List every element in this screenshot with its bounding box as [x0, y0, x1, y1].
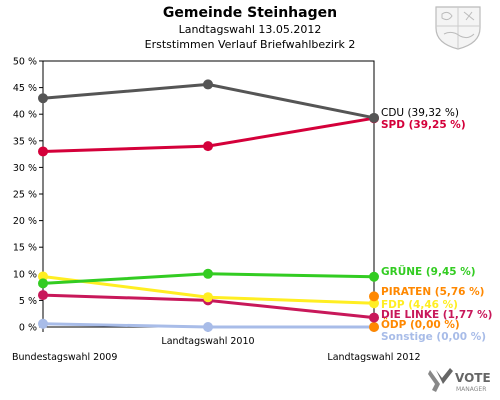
y-tick-label: 0 % — [19, 323, 37, 334]
data-point — [38, 93, 48, 104]
y-tick-label: 5 % — [19, 296, 37, 307]
logo-text-manager: MANAGER — [456, 386, 486, 393]
y-axis: 0 % 5 % 10 % 15 % 20 % 25 % 30 % 35 % 40 % 45 % 50… — [13, 57, 43, 334]
x-axis: Bundestagswahl 2009 Landtagswahl 2010 Land… — [12, 327, 421, 363]
series-label: Sonstige (0,00 %) — [381, 331, 486, 343]
vote-manager-logo: VOTE MANAGER — [428, 368, 491, 393]
chart-subtitle: Landtagswahl 13.05.2012 — [178, 23, 322, 36]
data-point — [369, 271, 379, 282]
y-tick-label: 45 % — [13, 83, 37, 94]
data-point — [203, 141, 213, 152]
plot-area — [42, 60, 375, 328]
series-label: ÖDP (0,00 %) — [381, 317, 460, 331]
data-point — [38, 146, 48, 157]
series-label: SPD (39,25 %) — [381, 119, 466, 131]
y-tick-label: 20 % — [13, 216, 37, 227]
x-tick-label: Landtagswahl 2010 — [161, 336, 254, 347]
data-point — [38, 290, 48, 301]
y-tick-label: 10 % — [13, 269, 37, 280]
series-label: CDU (39,32 %) — [381, 107, 459, 119]
data-point — [369, 112, 379, 123]
data-point — [369, 322, 379, 332]
data-point — [203, 322, 213, 332]
series-label: FDP (4,46 %) — [381, 299, 458, 311]
series-label: GRÜNE (9,45 %) — [381, 264, 476, 278]
data-point — [369, 291, 379, 302]
data-point — [38, 278, 48, 289]
series-points — [38, 79, 379, 332]
data-point — [38, 271, 48, 282]
series-label: DIE LINKE (1,77 %) — [381, 309, 492, 321]
x-tick-label: Landtagswahl 2012 — [327, 352, 420, 363]
y-tick-label: 15 % — [13, 243, 37, 254]
y-tick-label: 50 % — [13, 57, 37, 68]
y-tick-label: 25 % — [13, 190, 37, 201]
data-point — [203, 268, 213, 279]
logo-text-vote: VOTE — [455, 371, 491, 385]
y-tick-label: 35 % — [13, 136, 37, 147]
data-point — [369, 298, 379, 309]
data-point — [203, 292, 213, 303]
series-labels: CDU (39,32 %)SPD (39,25 %) GRÜNE (9,45 %)… — [381, 107, 492, 343]
y-tick-label: 30 % — [13, 163, 37, 174]
coat-of-arms-icon — [435, 6, 481, 50]
y-tick-label: 40 % — [13, 110, 37, 121]
chart-subtitle-2: Erststimmen Verlauf Briefwahlbezirk 2 — [144, 38, 356, 51]
series-label: PIRATEN (5,76 %) — [381, 286, 484, 298]
data-point — [203, 79, 213, 90]
chart-title: Gemeinde Steinhagen — [162, 5, 338, 21]
x-tick-label: Bundestagswahl 2009 — [12, 352, 117, 363]
data-point — [369, 312, 379, 323]
data-point — [38, 318, 48, 329]
